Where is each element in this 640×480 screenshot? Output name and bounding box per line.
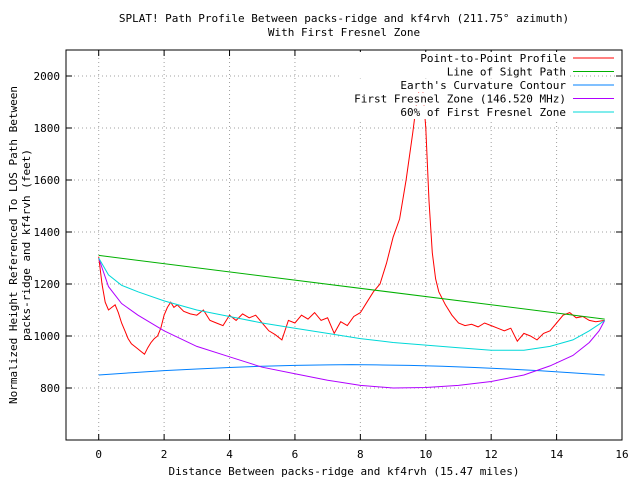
x-axis-label: Distance Between packs-ridge and kf4rvh … (169, 465, 520, 478)
x-tick-label: 0 (95, 448, 102, 461)
series-line-0 (98, 85, 605, 355)
y-axis-label-line-2: packs-ridge and kf4rvh (feet) (20, 149, 33, 341)
x-tick-label: 8 (357, 448, 364, 461)
plot-frame (65, 49, 623, 441)
chart-title: SPLAT! Path Profile Between packs-ridge … (119, 12, 569, 25)
x-tick-label: 14 (550, 448, 564, 461)
series-line-3 (98, 257, 606, 389)
legend-entry-bg (340, 52, 570, 65)
series-line-2 (98, 364, 605, 376)
y-tick-label: 1000 (34, 330, 61, 343)
y-tick-label: 2000 (34, 70, 61, 83)
series-lines (98, 85, 606, 389)
x-tick-label: 4 (226, 448, 233, 461)
x-tick-label: 6 (292, 448, 299, 461)
y-axis-label-line-1: Normalized Height Referenced To LOS Path… (7, 86, 20, 404)
legend-label-4: 60% of First Fresnel Zone (400, 106, 566, 119)
legend-label-2: Earth's Curvature Contour (400, 79, 566, 92)
y-tick-label: 1800 (34, 122, 61, 135)
series-line-1 (98, 254, 605, 320)
y-tick-label: 1200 (34, 278, 61, 291)
legend-entry-bg (340, 106, 570, 119)
y-tick-label: 800 (40, 382, 60, 395)
legend-entry-bg (340, 92, 570, 106)
legend-label-3: First Fresnel Zone (146.520 MHz) (354, 93, 566, 106)
series-line-4 (98, 257, 605, 351)
legend-label-1: Line of Sight Path (447, 66, 566, 79)
legend-entry-bg (340, 79, 570, 92)
x-tick-label: 12 (485, 448, 498, 461)
chart-subtitle: With First Fresnel Zone (268, 26, 420, 39)
y-tick-label: 1600 (34, 174, 61, 187)
legend-entry-bg (340, 65, 570, 79)
x-tick-label: 2 (161, 448, 168, 461)
legend-label-0: Point-to-Point Profile (420, 52, 566, 65)
x-tick-label: 16 (615, 448, 628, 461)
y-tick-label: 1400 (34, 226, 61, 239)
x-tick-label: 10 (419, 448, 432, 461)
